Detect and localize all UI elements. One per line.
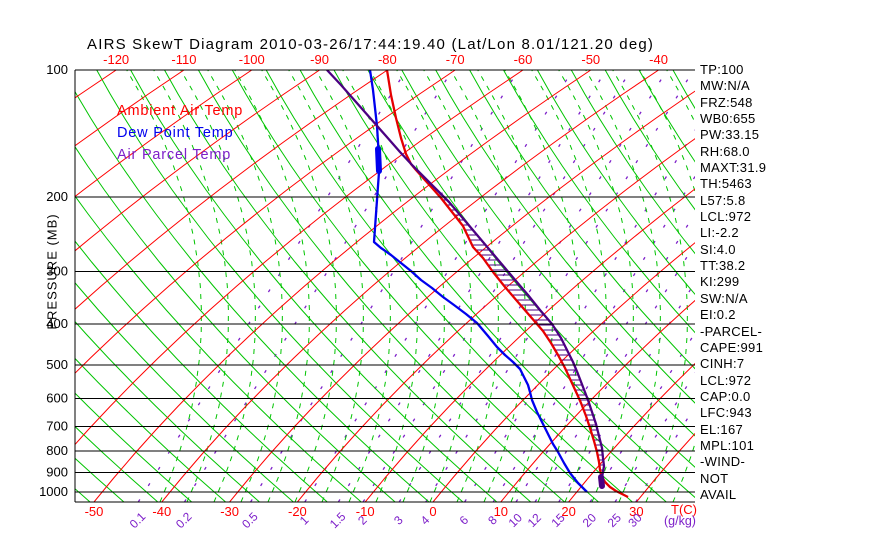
info-line: PW:33.15 xyxy=(700,127,760,143)
top-temp-label: -80 xyxy=(378,52,397,67)
legend-dew-point-temp: Dew Point Temp xyxy=(117,125,234,141)
bottom-temp-label: -20 xyxy=(288,504,307,519)
top-temp-label: -100 xyxy=(239,52,265,67)
mixing-ratio-label: 1.5 xyxy=(327,509,349,531)
info-line: WB0:655 xyxy=(700,111,756,127)
top-temp-label: -90 xyxy=(310,52,329,67)
info-line: CINH:7 xyxy=(700,356,745,372)
mixing-ratio-label: 6 xyxy=(457,513,472,528)
info-line: MPL:101 xyxy=(700,437,755,453)
mixing-ratio-label: 0.5 xyxy=(239,509,261,531)
pressure-axis-label: PRESSURE (MB) xyxy=(44,213,60,330)
info-line: TT:38.2 xyxy=(700,258,746,274)
mixing-ratio-label: 0.1 xyxy=(127,509,149,531)
mixing-unit-label: (g/kg) xyxy=(664,514,696,528)
top-temp-label: -120 xyxy=(103,52,129,67)
mixing-ratio-label: 20 xyxy=(580,510,600,530)
pressure-tick-label: 100 xyxy=(46,62,68,77)
top-temp-label: -40 xyxy=(649,52,668,67)
legend-air-parcel-temp: Air Parcel Temp xyxy=(117,147,232,163)
info-line: MAXT:31.9 xyxy=(700,160,767,176)
top-temp-label: -60 xyxy=(514,52,533,67)
info-line: SW:N/A xyxy=(700,290,748,306)
top-temp-label: -70 xyxy=(446,52,465,67)
mixing-ratio-label: 25 xyxy=(605,510,625,530)
info-line: SI:4.0 xyxy=(700,241,736,257)
info-line: LI:-2.2 xyxy=(700,225,739,241)
pressure-tick-label: 900 xyxy=(46,465,68,480)
chart-legend: Ambient Air Temp Dew Point Temp Air Parc… xyxy=(117,100,243,166)
page-title: AIRS SkewT Diagram 2010-03-26/17:44:19.4… xyxy=(87,36,655,53)
mixing-ratio-label: 0.2 xyxy=(173,509,195,531)
info-line: FRZ:548 xyxy=(700,94,753,110)
info-line: MW:N/A xyxy=(700,78,750,94)
info-line: AVAIL xyxy=(700,486,737,502)
bottom-temp-label: -30 xyxy=(220,504,239,519)
info-line: KI:299 xyxy=(700,274,740,290)
bottom-temp-label: -10 xyxy=(356,504,375,519)
pressure-tick-label: 600 xyxy=(46,390,68,405)
pressure-tick-label: 400 xyxy=(46,316,68,331)
info-line: L57:5.8 xyxy=(700,192,746,208)
bottom-temp-label: 30 xyxy=(629,504,643,519)
info-line: EI:0.2 xyxy=(700,307,736,323)
info-line: -WIND- xyxy=(700,454,746,470)
bottom-temp-label: -50 xyxy=(85,504,104,519)
sounding-indices-panel: TP:100 MW:N/A FRZ:548 WB0:655 PW:33.15 RH:68.… xyxy=(700,62,766,503)
info-line: LCL:972 xyxy=(700,209,752,225)
info-line: -PARCEL- xyxy=(700,323,763,339)
info-line: CAP:0.0 xyxy=(700,388,751,404)
pressure-tick-label: 1000 xyxy=(39,484,68,499)
info-line: LCL:972 xyxy=(700,372,752,388)
bottom-temp-label: 10 xyxy=(494,504,508,519)
top-temp-label: -50 xyxy=(581,52,600,67)
info-line: TH:5463 xyxy=(700,176,752,192)
mixing-ratio-label: 3 xyxy=(391,513,406,528)
bottom-temp-label: -40 xyxy=(152,504,171,519)
pressure-tick-label: 300 xyxy=(46,263,68,278)
legend-ambient-air-temp: Ambient Air Temp xyxy=(117,103,244,119)
bottom-temp-label: 20 xyxy=(561,504,575,519)
pressure-tick-label: 700 xyxy=(46,419,68,434)
info-line: EL:167 xyxy=(700,421,744,437)
info-line: TP:100 xyxy=(700,62,744,77)
mixing-ratio-label: 12 xyxy=(525,510,545,530)
pressure-tick-label: 800 xyxy=(46,443,68,458)
info-line: LFC:943 xyxy=(700,405,752,421)
info-line: CAPE:991 xyxy=(700,339,764,355)
info-line: NOT xyxy=(700,470,729,486)
info-line: RH:68.0 xyxy=(700,143,750,159)
mixing-ratio-label: 10 xyxy=(506,510,526,530)
temp-unit-label: T(C) xyxy=(671,502,697,517)
top-temp-label: -110 xyxy=(171,52,196,67)
pressure-tick-label: 500 xyxy=(46,357,68,372)
bottom-temp-label: 0 xyxy=(429,504,436,519)
pressure-tick-label: 200 xyxy=(46,189,68,204)
